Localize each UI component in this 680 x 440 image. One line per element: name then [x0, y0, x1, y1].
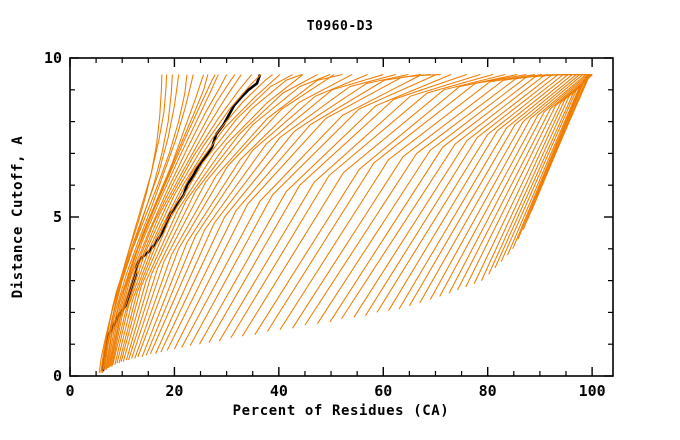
y-tick-label: 5 [53, 208, 62, 226]
submission-curve [279, 74, 535, 331]
submission-curve [106, 74, 209, 370]
submission-curve [141, 74, 353, 358]
x-tick-label: 40 [270, 382, 288, 400]
x-tick-label: 20 [165, 382, 183, 400]
submission-curve [114, 74, 262, 365]
submission-curve [145, 74, 368, 356]
submission-curve [98, 74, 163, 373]
x-tick-label: 60 [374, 382, 392, 400]
x-tick-labels: 0 20 40 60 80 100 [65, 382, 605, 400]
submission-curve [116, 74, 273, 364]
submission-curve [199, 74, 452, 345]
submission-curve [110, 74, 236, 367]
submission-curve [149, 74, 384, 354]
submission-curve [107, 74, 216, 369]
submission-curve [208, 74, 467, 343]
submission-curve [173, 74, 431, 350]
chart-title: T0960-D3 [307, 19, 374, 34]
x-tick-label: 100 [579, 382, 606, 400]
submission-curve [109, 74, 228, 367]
y-tick-labels: 0 5 10 [44, 49, 62, 385]
submission-curve [155, 74, 396, 354]
submission-curve [112, 74, 253, 365]
y-axis-label: Distance Cutoff, A [10, 136, 26, 299]
submission-curve [108, 74, 219, 369]
submission-curve [137, 74, 335, 358]
submission-curve [103, 74, 194, 370]
x-tick-label: 80 [479, 382, 497, 400]
submission-curve [111, 74, 242, 367]
submission-curve [127, 74, 318, 361]
submission-curve [230, 74, 494, 339]
submission-curve [181, 74, 441, 348]
x-axis-label: Percent of Residues (CA) [233, 403, 450, 419]
submission-curve [160, 74, 409, 353]
submission-curve [189, 74, 437, 347]
submission-curve [266, 74, 527, 332]
submission-curve [100, 74, 180, 372]
submission-curve [134, 74, 343, 359]
y-tick-label: 10 [44, 49, 62, 67]
submission-curve [131, 74, 331, 359]
submission-curve [101, 74, 173, 373]
axes-layer [69, 57, 614, 377]
x-tick-label: 0 [65, 382, 74, 400]
submission-curve [241, 74, 506, 337]
submission-curve [120, 74, 293, 362]
submission-curve [218, 74, 481, 342]
submission-curve [254, 74, 518, 335]
series-layer [98, 74, 593, 373]
submission-curve [125, 74, 304, 361]
submission-curve [166, 74, 421, 351]
submission-curve [535, 74, 593, 199]
y-tick-label: 0 [53, 367, 62, 385]
submission-curve [122, 74, 303, 362]
submission-curve [102, 74, 188, 370]
submission-curve [118, 74, 281, 364]
